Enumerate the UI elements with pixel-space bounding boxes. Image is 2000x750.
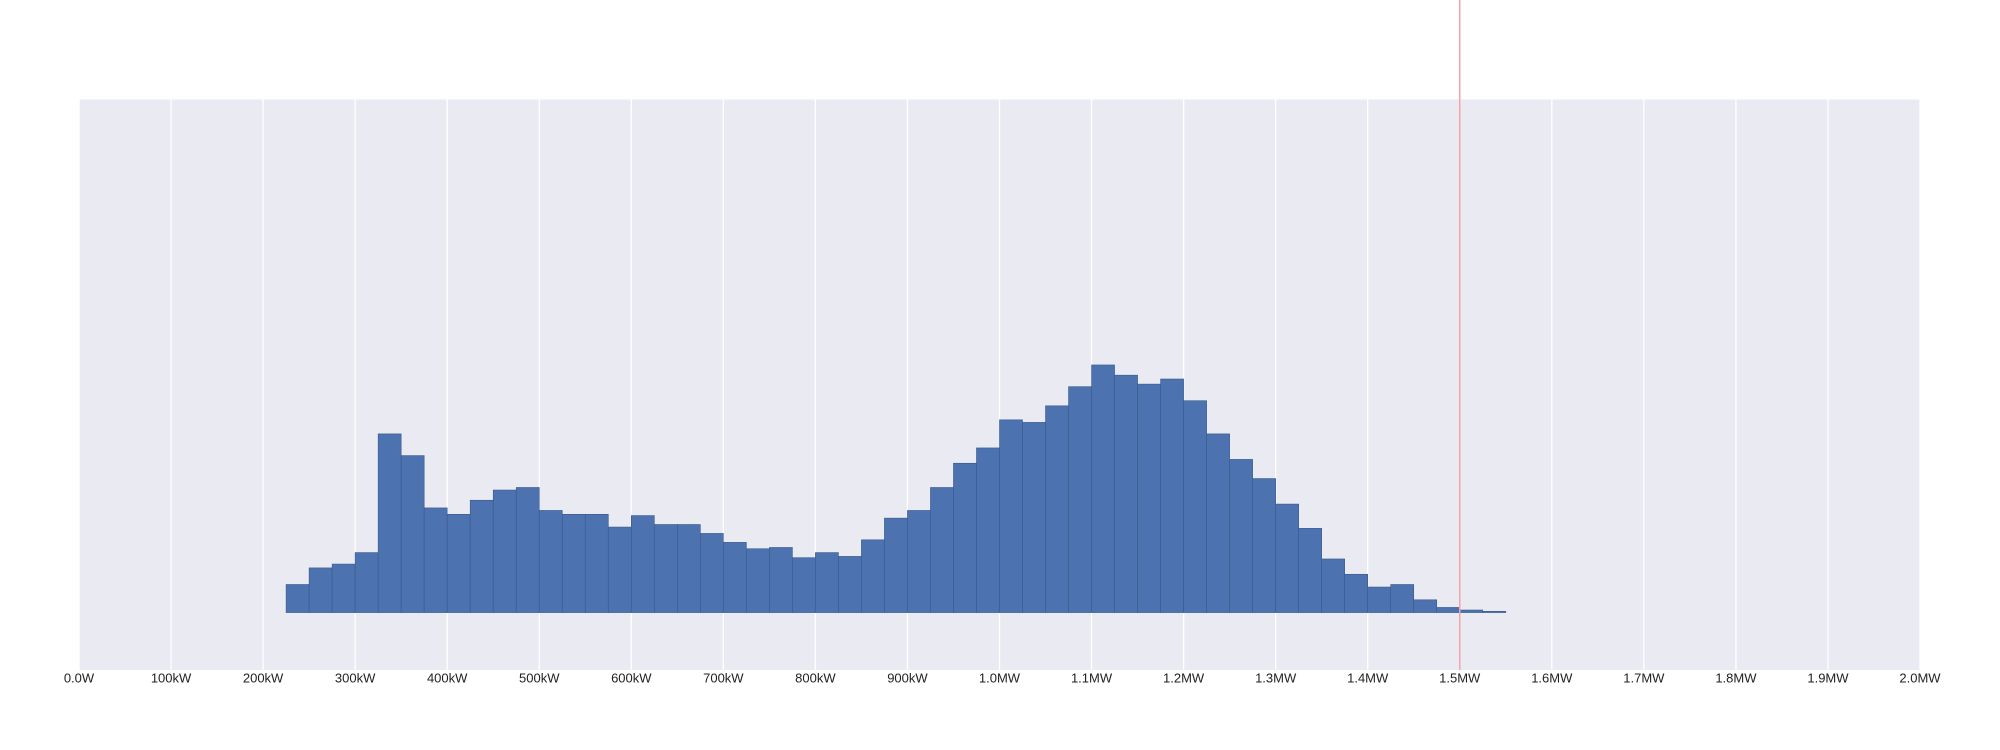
bar [630, 515, 655, 613]
bar [746, 548, 770, 613]
x-tick-label: 1.8MW [1715, 670, 1757, 685]
bar [976, 447, 1000, 613]
bar [907, 510, 931, 613]
x-tick-label: 1.3MW [1255, 670, 1297, 685]
bar [354, 552, 379, 613]
bar [1367, 586, 1392, 613]
x-tick-label: 1.4MW [1347, 670, 1389, 685]
bar [446, 513, 471, 613]
bar [1413, 599, 1438, 613]
bar [285, 584, 310, 613]
bar [815, 552, 839, 613]
bar [884, 517, 908, 613]
bar [1390, 584, 1415, 613]
bar [423, 507, 448, 613]
bar [1252, 478, 1276, 613]
bar [792, 557, 816, 613]
bar [1344, 573, 1369, 613]
bar [607, 526, 632, 613]
x-tick-label: 0.0W [64, 670, 95, 685]
x-tick-label: 2.0MW [1899, 670, 1941, 685]
bar [654, 524, 678, 613]
bar [1229, 459, 1253, 613]
x-tick-label: 1.1MW [1071, 670, 1113, 685]
bar [377, 433, 402, 613]
bar [469, 499, 494, 613]
bar [331, 563, 356, 613]
bar [1183, 400, 1207, 613]
x-tick-label: 1.7MW [1623, 670, 1665, 685]
bar [861, 539, 885, 613]
x-tick-label: 800kW [795, 670, 836, 685]
bar [1160, 378, 1184, 613]
bar [584, 513, 609, 613]
bar [1482, 610, 1507, 613]
bar [1275, 503, 1299, 613]
bar [1045, 405, 1069, 613]
bar [999, 419, 1023, 613]
x-tick-label: 400kW [427, 670, 468, 685]
bar [1022, 422, 1046, 613]
x-tick-label: 1.0MW [979, 670, 1021, 685]
bar [838, 556, 862, 613]
x-tick-label: 100kW [151, 670, 192, 685]
bar [930, 487, 954, 613]
bar [492, 489, 517, 613]
bar [1137, 383, 1161, 613]
x-tick-label: 300kW [335, 670, 376, 685]
x-tick-label: 1.9MW [1807, 670, 1849, 685]
bar [515, 487, 540, 613]
bar [769, 547, 793, 613]
bar [1206, 433, 1230, 613]
bar [308, 567, 333, 613]
x-tick-label: 1.6MW [1531, 670, 1573, 685]
bar [1091, 364, 1115, 613]
bar [400, 455, 425, 613]
x-tick-label: 1.2MW [1163, 670, 1205, 685]
bar [1459, 609, 1484, 613]
bar [953, 462, 977, 613]
bar [700, 533, 724, 613]
x-tick-label: 500kW [519, 670, 560, 685]
bar [1068, 386, 1092, 613]
bar [1436, 607, 1461, 613]
x-tick-label: 900kW [887, 670, 928, 685]
x-tick-label: 200kW [243, 670, 284, 685]
x-tick-label: 1.5MW [1439, 670, 1481, 685]
bar [1114, 374, 1138, 613]
bar [1298, 528, 1322, 613]
bar [538, 510, 563, 613]
x-tick-label: 700kW [703, 670, 744, 685]
x-tick-label: 600kW [611, 670, 652, 685]
bar [561, 513, 586, 613]
bar [723, 542, 747, 613]
bar [677, 524, 701, 613]
bar [1321, 558, 1345, 613]
